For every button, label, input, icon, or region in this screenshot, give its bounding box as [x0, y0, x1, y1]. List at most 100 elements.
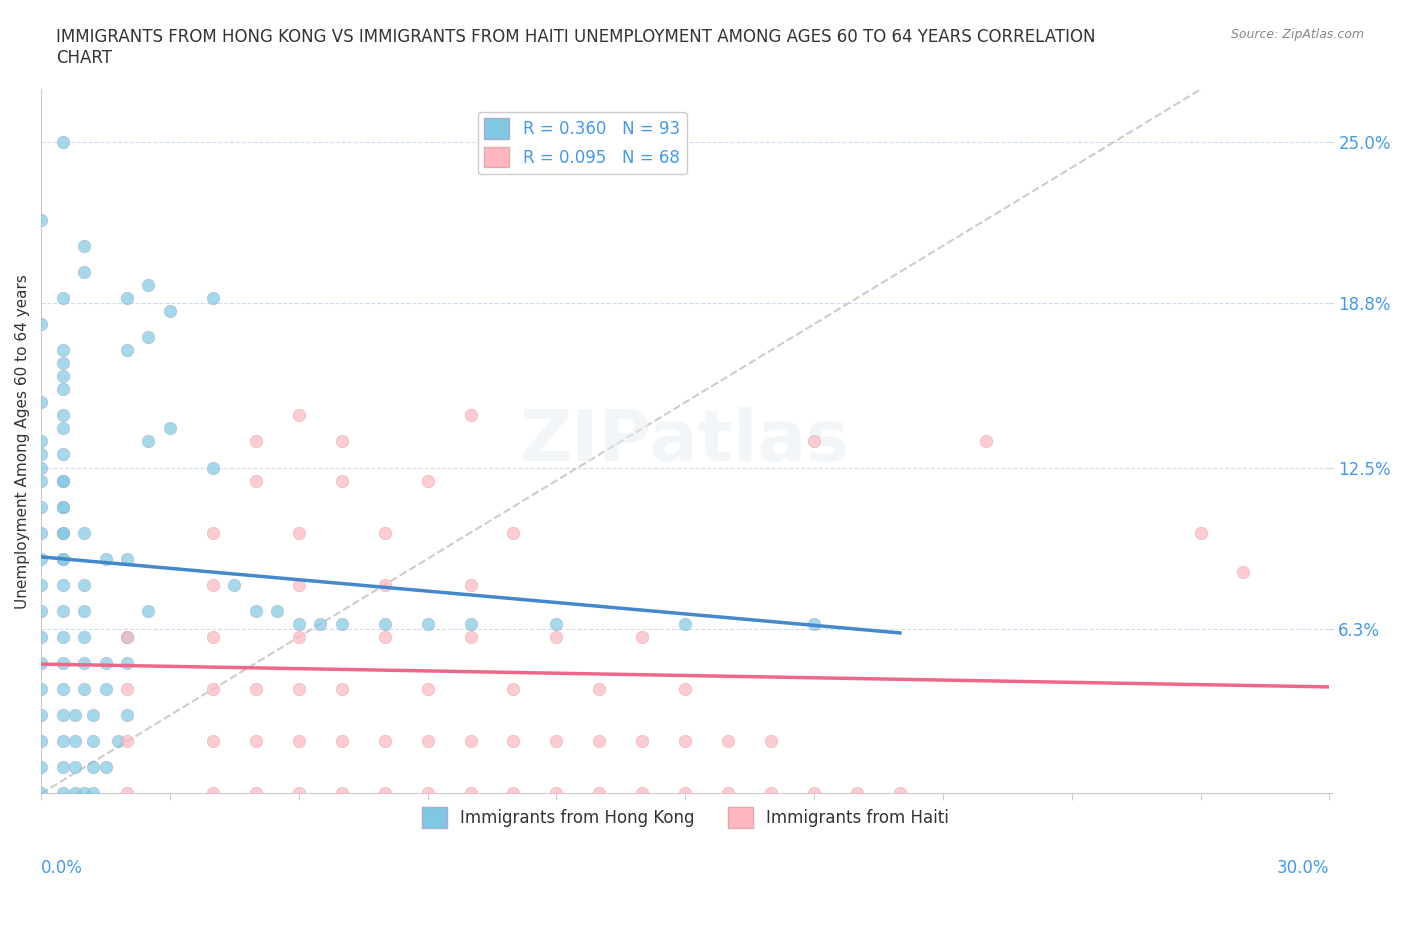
Point	[245, 734, 267, 749]
Point	[588, 682, 610, 697]
Point	[287, 408, 309, 423]
Point	[30, 525, 52, 540]
Point	[374, 630, 396, 644]
Point	[374, 734, 396, 749]
Point	[30, 786, 52, 801]
Point	[309, 617, 332, 631]
Legend: Immigrants from Hong Kong, Immigrants from Haiti: Immigrants from Hong Kong, Immigrants fr…	[415, 801, 956, 834]
Point	[201, 290, 224, 305]
Point	[546, 617, 568, 631]
Point	[330, 617, 353, 631]
Point	[115, 786, 138, 801]
Point	[138, 330, 160, 345]
Point	[287, 630, 309, 644]
Point	[73, 630, 96, 644]
Point	[416, 734, 439, 749]
Point	[717, 734, 740, 749]
Point	[52, 630, 75, 644]
Point	[30, 682, 52, 697]
Point	[30, 316, 52, 331]
Point	[846, 786, 869, 801]
Point	[201, 460, 224, 475]
Point	[803, 617, 825, 631]
Point	[588, 786, 610, 801]
Text: 30.0%: 30.0%	[1277, 858, 1329, 877]
Point	[416, 473, 439, 488]
Point	[631, 630, 654, 644]
Point	[52, 447, 75, 462]
Point	[159, 303, 181, 318]
Point	[245, 473, 267, 488]
Point	[30, 460, 52, 475]
Point	[94, 551, 117, 566]
Y-axis label: Unemployment Among Ages 60 to 64 years: Unemployment Among Ages 60 to 64 years	[15, 274, 30, 609]
Point	[201, 630, 224, 644]
Point	[460, 617, 482, 631]
Point	[1232, 565, 1254, 579]
Point	[52, 369, 75, 384]
Point	[30, 708, 52, 723]
Point	[73, 656, 96, 671]
Point	[889, 786, 911, 801]
Point	[52, 134, 75, 149]
Text: Source: ZipAtlas.com: Source: ZipAtlas.com	[1230, 28, 1364, 41]
Point	[138, 277, 160, 292]
Point	[245, 434, 267, 449]
Point	[673, 734, 696, 749]
Point	[52, 525, 75, 540]
Point	[201, 682, 224, 697]
Point	[631, 786, 654, 801]
Point	[138, 434, 160, 449]
Point	[502, 525, 524, 540]
Point	[803, 434, 825, 449]
Point	[502, 786, 524, 801]
Point	[546, 786, 568, 801]
Point	[460, 734, 482, 749]
Point	[546, 734, 568, 749]
Point	[330, 786, 353, 801]
Point	[245, 682, 267, 697]
Point	[30, 212, 52, 227]
Point	[201, 578, 224, 592]
Point	[224, 578, 246, 592]
Point	[460, 630, 482, 644]
Point	[52, 382, 75, 397]
Point	[52, 525, 75, 540]
Point	[30, 760, 52, 775]
Point	[717, 786, 740, 801]
Point	[30, 499, 52, 514]
Point	[107, 734, 129, 749]
Point	[115, 656, 138, 671]
Point	[52, 551, 75, 566]
Point	[52, 499, 75, 514]
Point	[82, 734, 104, 749]
Point	[673, 786, 696, 801]
Point	[330, 682, 353, 697]
Point	[94, 656, 117, 671]
Point	[52, 290, 75, 305]
Point	[287, 578, 309, 592]
Point	[115, 708, 138, 723]
Point	[30, 604, 52, 618]
Point	[330, 473, 353, 488]
Point	[1189, 525, 1212, 540]
Point	[115, 343, 138, 358]
Point	[287, 682, 309, 697]
Point	[30, 447, 52, 462]
Point	[30, 578, 52, 592]
Point	[287, 734, 309, 749]
Point	[52, 473, 75, 488]
Point	[287, 786, 309, 801]
Point	[115, 290, 138, 305]
Point	[588, 734, 610, 749]
Point	[52, 734, 75, 749]
Point	[759, 734, 782, 749]
Point	[52, 551, 75, 566]
Point	[460, 786, 482, 801]
Point	[115, 551, 138, 566]
Text: ZIPatlas: ZIPatlas	[520, 407, 851, 476]
Point	[52, 356, 75, 371]
Point	[30, 473, 52, 488]
Point	[502, 734, 524, 749]
Point	[201, 734, 224, 749]
